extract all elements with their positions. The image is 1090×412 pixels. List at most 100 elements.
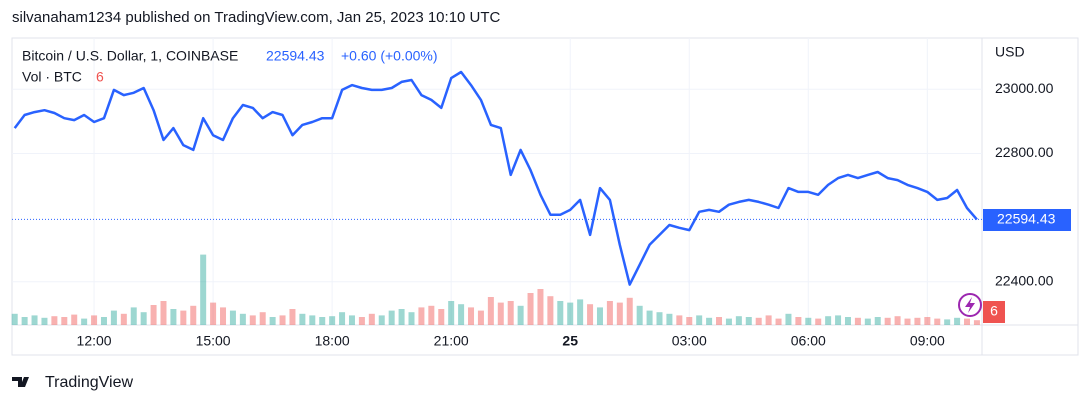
volume-bar [587, 304, 594, 325]
volume-bar [140, 312, 147, 325]
volume-last: 6 [96, 69, 104, 85]
volume-bar [81, 318, 88, 325]
volume-bar [884, 317, 891, 325]
volume-bar [289, 309, 296, 325]
volume-bar [547, 296, 554, 325]
volume-bar [795, 317, 802, 325]
volume-bar [775, 318, 782, 325]
volume-bar [904, 318, 911, 325]
volume-bar [954, 317, 961, 325]
symbol-name: Bitcoin / U.S. Dollar, 1, COINBASE [22, 48, 238, 64]
volume-bar [358, 317, 365, 325]
footer-brand: TradingView [45, 374, 133, 391]
volume-bar [239, 313, 246, 325]
volume-bar [964, 318, 971, 325]
y-tick-label: 22400.00 [995, 272, 1054, 288]
volume-bars [11, 254, 980, 325]
volume-bar [378, 315, 385, 325]
volume-bar [577, 299, 584, 325]
x-tick-label: 21:00 [434, 333, 469, 349]
x-tick-label: 06:00 [791, 333, 826, 349]
volume-bar [100, 317, 107, 325]
volume-bar [646, 310, 653, 325]
volume-bar [477, 310, 484, 325]
volume-bar [368, 313, 375, 325]
volume-bar [815, 318, 822, 325]
volume-bar [785, 313, 792, 325]
x-tick-label: 18:00 [315, 333, 350, 349]
volume-bar [299, 313, 306, 325]
volume-bar [120, 313, 127, 325]
volume-bar [497, 302, 504, 325]
volume-bar [160, 301, 167, 325]
volume-bar [180, 310, 187, 325]
volume-bar [348, 315, 355, 325]
volume-bar [636, 305, 643, 325]
volume-bar [835, 315, 842, 325]
volume-bar [339, 312, 346, 325]
y-tick-label: 23000.00 [995, 80, 1054, 96]
x-tick-label: 12:00 [77, 333, 112, 349]
x-tick-label: 25 [562, 333, 578, 349]
volume-bar [537, 289, 544, 325]
y-tick-label: 22800.00 [995, 144, 1054, 160]
volume-bar [527, 293, 534, 325]
volume-bar [805, 317, 812, 325]
volume-bar [319, 317, 326, 325]
volume-bar [765, 315, 772, 325]
last-price: 22594.43 [266, 48, 325, 64]
volume-bar [735, 316, 742, 325]
volume-bar [51, 316, 58, 325]
volume-bar [716, 317, 723, 325]
price-change: +0.60 (+0.00%) [341, 48, 438, 64]
volume-bar [249, 315, 256, 325]
volume-bar [71, 314, 78, 325]
x-tick-label: 09:00 [910, 333, 945, 349]
volume-bar [854, 317, 861, 325]
price-line [13, 70, 978, 286]
volume-bar [200, 254, 207, 325]
volume-bar [269, 317, 276, 325]
last-price-badge-label: 22594.43 [997, 211, 1056, 227]
volume-bar [934, 318, 941, 325]
volume-bar [557, 301, 564, 325]
volume-bar [418, 307, 425, 325]
volume-bar [150, 305, 157, 325]
volume-bar [110, 310, 117, 325]
volume-bar [130, 307, 137, 325]
volume-bar [41, 317, 48, 325]
volume-bar [755, 317, 762, 325]
volume-bar [408, 312, 415, 325]
volume-bar [170, 309, 177, 325]
grid [12, 38, 982, 325]
volume-bar [458, 304, 465, 325]
volume-bar [11, 313, 18, 325]
volume-bar [745, 317, 752, 325]
volume-bar [656, 312, 663, 325]
volume-bar [388, 310, 395, 325]
x-tick-label: 15:00 [196, 333, 231, 349]
volume-bar [259, 312, 266, 325]
volume-bar [21, 317, 28, 325]
volume-name: Vol · BTC [22, 69, 82, 85]
volume-bar [606, 301, 613, 325]
chart-frame [11, 37, 1079, 356]
plot [12, 70, 982, 286]
lightning-icon[interactable] [958, 293, 982, 317]
x-tick-label: 03:00 [672, 333, 707, 349]
volume-badge [983, 301, 1005, 323]
volume-bar [468, 307, 475, 325]
volume-bar [329, 316, 336, 325]
volume-bar [507, 301, 514, 325]
volume-bar [517, 305, 524, 325]
attribution: silvanaham1234 published on TradingView.… [12, 9, 501, 26]
volume-bar [686, 317, 693, 325]
volume-bar [725, 318, 732, 325]
volume-bar [428, 305, 435, 325]
volume-bar [398, 309, 405, 325]
volume-bar [973, 320, 980, 325]
volume-bar [487, 297, 494, 325]
volume-bar [220, 307, 227, 325]
last-price-badge [983, 209, 1071, 231]
